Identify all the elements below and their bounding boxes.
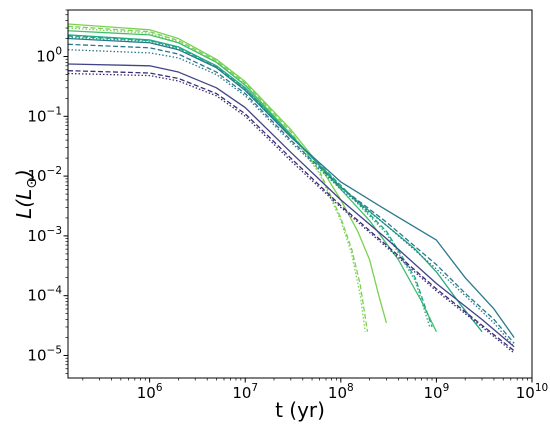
y-tick-label: 10−4 bbox=[27, 285, 62, 305]
axis-ticks: 106 107 108 109 1010 10−5 10−4 10−3 10−2 10−1 100 bbox=[27, 9, 548, 402]
y-tick-label: 10−3 bbox=[27, 225, 62, 245]
series-line-11 bbox=[68, 63, 515, 348]
y-tick-label: 10−5 bbox=[27, 344, 62, 364]
series-line-13 bbox=[68, 72, 515, 354]
y-tick-label: 100 bbox=[36, 46, 62, 66]
y-tick-label: 10−2 bbox=[27, 165, 62, 185]
x-axis-label: t (yr) bbox=[275, 398, 325, 422]
series-line-6 bbox=[68, 35, 433, 328]
x-tick-label: 109 bbox=[424, 382, 450, 402]
series-line-8 bbox=[68, 37, 515, 338]
y-axis-label: L(L⊙) bbox=[12, 169, 40, 219]
x-tick-label: 106 bbox=[137, 382, 163, 402]
series-line-4 bbox=[68, 30, 437, 332]
series-line-3 bbox=[68, 27, 366, 332]
series-line-10 bbox=[68, 49, 515, 348]
series-line-12 bbox=[68, 70, 515, 352]
series-line-2 bbox=[68, 25, 369, 332]
series-group bbox=[68, 23, 515, 354]
series-line-5 bbox=[68, 34, 483, 333]
series-line-1 bbox=[68, 23, 388, 324]
x-tick-label: 1010 bbox=[516, 382, 548, 402]
y-tick-label: 10−1 bbox=[27, 105, 62, 125]
series-line-9 bbox=[68, 43, 515, 344]
x-tick-label: 108 bbox=[328, 382, 354, 402]
x-tick-label: 107 bbox=[232, 382, 258, 402]
